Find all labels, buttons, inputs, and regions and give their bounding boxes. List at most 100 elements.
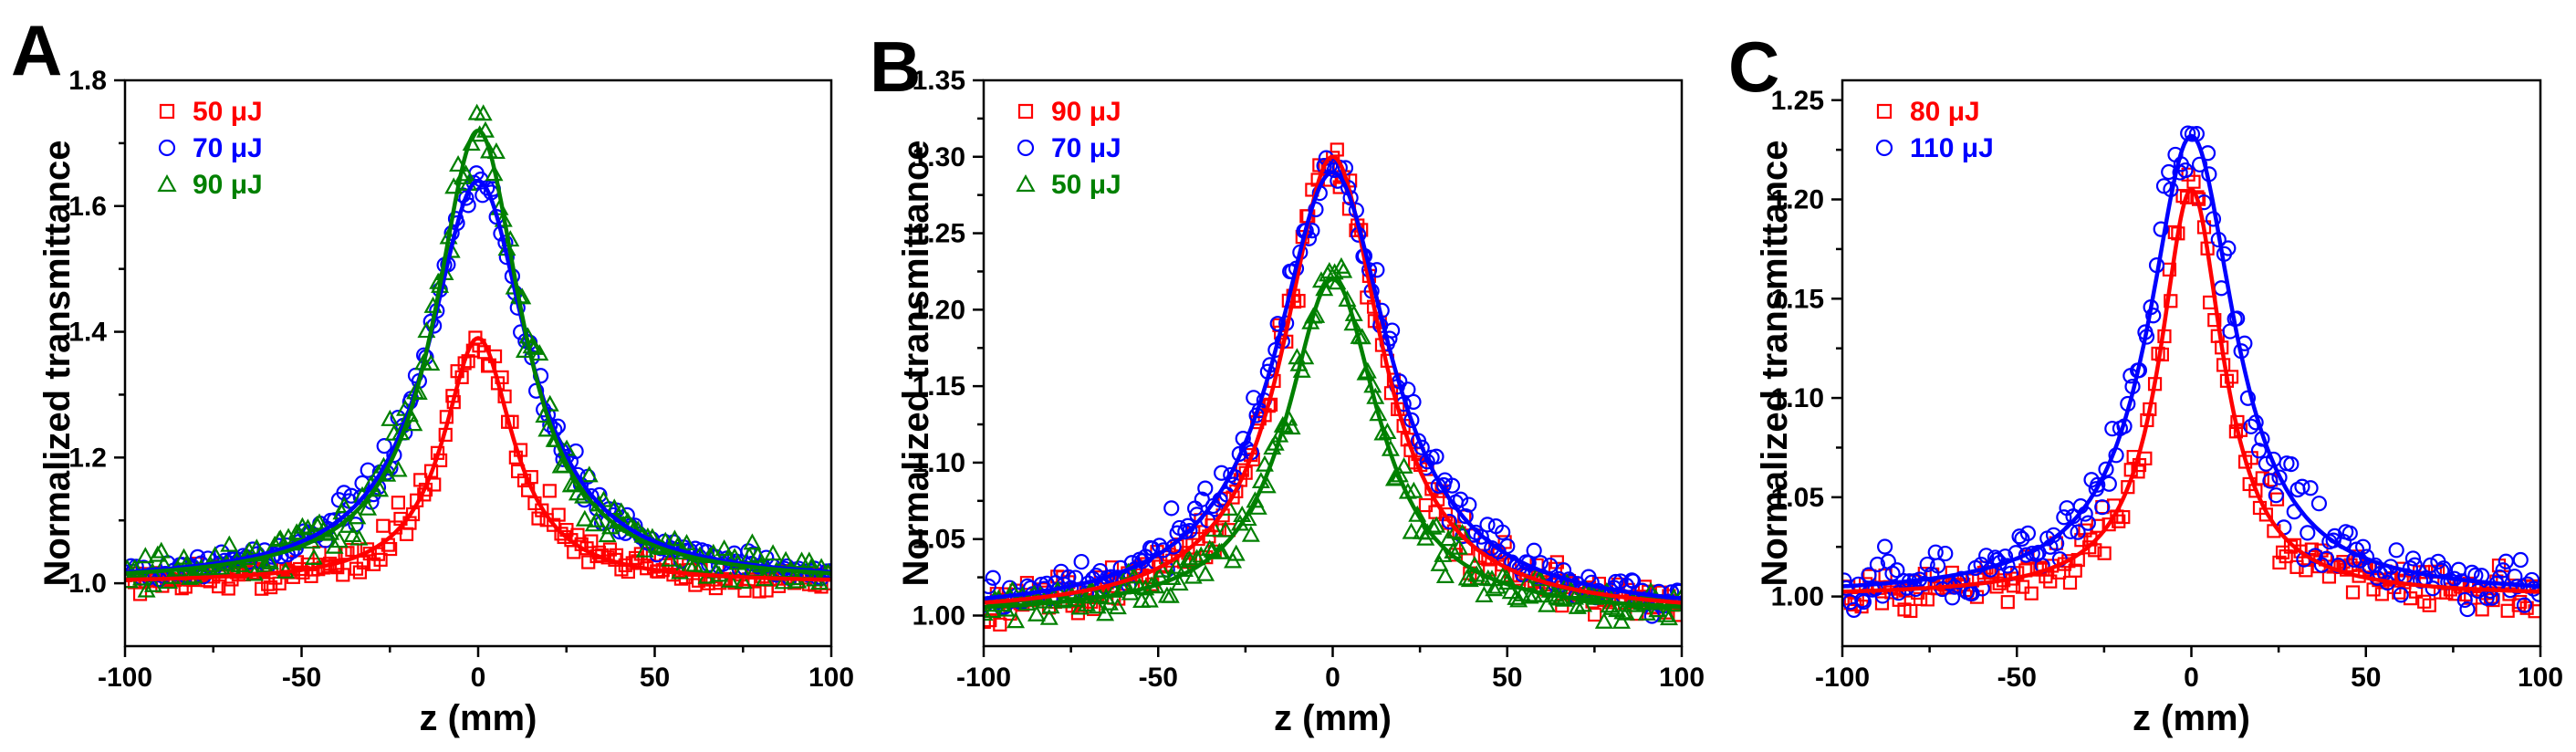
data-point [305, 548, 324, 565]
data-point [1006, 611, 1026, 629]
y-tick-label: 1.30 [913, 142, 965, 172]
y-tick-label: 1.10 [913, 448, 965, 478]
data-point [1226, 544, 1246, 561]
data-point [1616, 603, 1635, 621]
data-point [352, 565, 368, 580]
data-point [1449, 538, 1468, 555]
y-tick-label: 1.15 [1771, 284, 1824, 314]
data-point [1060, 569, 1077, 586]
data-point [2000, 595, 2015, 610]
plot-area [125, 103, 831, 601]
y-tick-label: 1.00 [1771, 582, 1824, 612]
data-point [1919, 556, 1935, 573]
data-point [2354, 538, 2372, 555]
plot-area [1842, 125, 2540, 619]
data-point [2299, 563, 2313, 578]
y-tick-label: 1.25 [1771, 86, 1824, 116]
data-point [329, 531, 349, 548]
data-point [1884, 565, 1901, 581]
data-point [1611, 611, 1631, 629]
data-point [764, 544, 783, 561]
data-point [2262, 473, 2279, 489]
data-point [144, 575, 163, 592]
x-axis-title: z (mm) [420, 698, 537, 738]
series-triangle-points [984, 256, 1682, 629]
data-point [1413, 439, 1430, 455]
data-point [2498, 553, 2514, 569]
x-tick-label: 50 [640, 663, 670, 693]
data-point [1170, 574, 1189, 591]
x-axis-title: z (mm) [1274, 698, 1392, 738]
data-point [1187, 548, 1206, 566]
legend-label: 70 μJ [193, 133, 263, 163]
legend-marker-circle [1017, 139, 1035, 157]
data-point [598, 526, 617, 543]
data-point [1140, 590, 1159, 608]
data-point [1441, 514, 1457, 530]
data-point [136, 547, 155, 564]
data-point [2070, 524, 2086, 540]
data-point [263, 580, 278, 595]
data-point [2495, 562, 2511, 579]
x-tick-label: -50 [1997, 663, 2037, 693]
data-point [1428, 448, 1444, 465]
x-tick-label: 0 [2184, 663, 2199, 693]
legend-label: 110 μJ [1910, 133, 1994, 163]
x-axis-title: z (mm) [2133, 698, 2250, 738]
data-point [1460, 570, 1479, 588]
data-point [1027, 604, 1046, 621]
legend-marker-circle [158, 139, 176, 157]
panel-letter: B [870, 26, 921, 107]
data-point [1394, 456, 1413, 474]
y-tick-label: 1.20 [913, 295, 965, 325]
data-point [1660, 609, 1679, 626]
data-point [2207, 313, 2222, 328]
data-point [661, 549, 680, 567]
data-point [1096, 604, 1115, 621]
x-tick-label: -50 [1139, 663, 1178, 693]
data-point [349, 528, 369, 546]
data-point [1269, 316, 1286, 332]
data-point [1520, 587, 1539, 604]
data-point [1282, 418, 1301, 435]
data-point [2153, 221, 2169, 237]
data-point [1937, 545, 1954, 562]
data-point [1874, 596, 1890, 611]
data-point [568, 443, 584, 460]
data-point [2167, 225, 2182, 240]
data-point [2341, 525, 2358, 541]
data-point [2024, 586, 2039, 601]
data-point [575, 509, 594, 527]
series-circle-points [984, 150, 1682, 624]
fit-curve-circle [125, 178, 831, 574]
data-point [1978, 548, 1995, 564]
series-circle-points [125, 165, 831, 588]
data-point [308, 515, 327, 532]
legend-label: 80 μJ [1910, 97, 1980, 127]
data-point [2422, 598, 2436, 612]
y-tick-label: 1.0 [68, 569, 107, 599]
data-point [1453, 491, 1469, 507]
data-point [2186, 174, 2201, 189]
data-point [1855, 593, 1872, 611]
data-point [2080, 515, 2096, 531]
panel-c: C -100 -50 0 50 100 1.00 1.05 1.10 1.15 1.20 1.25 z … [1717, 0, 2576, 752]
panel-letter: A [11, 10, 62, 90]
y-tick-label: 1.8 [68, 66, 107, 96]
data-point [1404, 481, 1424, 498]
data-point [1444, 477, 1461, 494]
data-point [531, 511, 546, 526]
data-point [1495, 524, 1511, 540]
data-point [611, 502, 631, 519]
data-point [339, 516, 358, 533]
data-point [1373, 423, 1392, 441]
data-point [422, 354, 441, 371]
plot-area [984, 142, 1682, 632]
data-point [567, 545, 581, 559]
data-point [2074, 533, 2089, 548]
data-point [404, 414, 423, 432]
y-tick-label: 1.35 [913, 66, 965, 96]
data-point [721, 570, 740, 588]
data-point [1507, 588, 1526, 605]
data-point [996, 600, 1016, 617]
